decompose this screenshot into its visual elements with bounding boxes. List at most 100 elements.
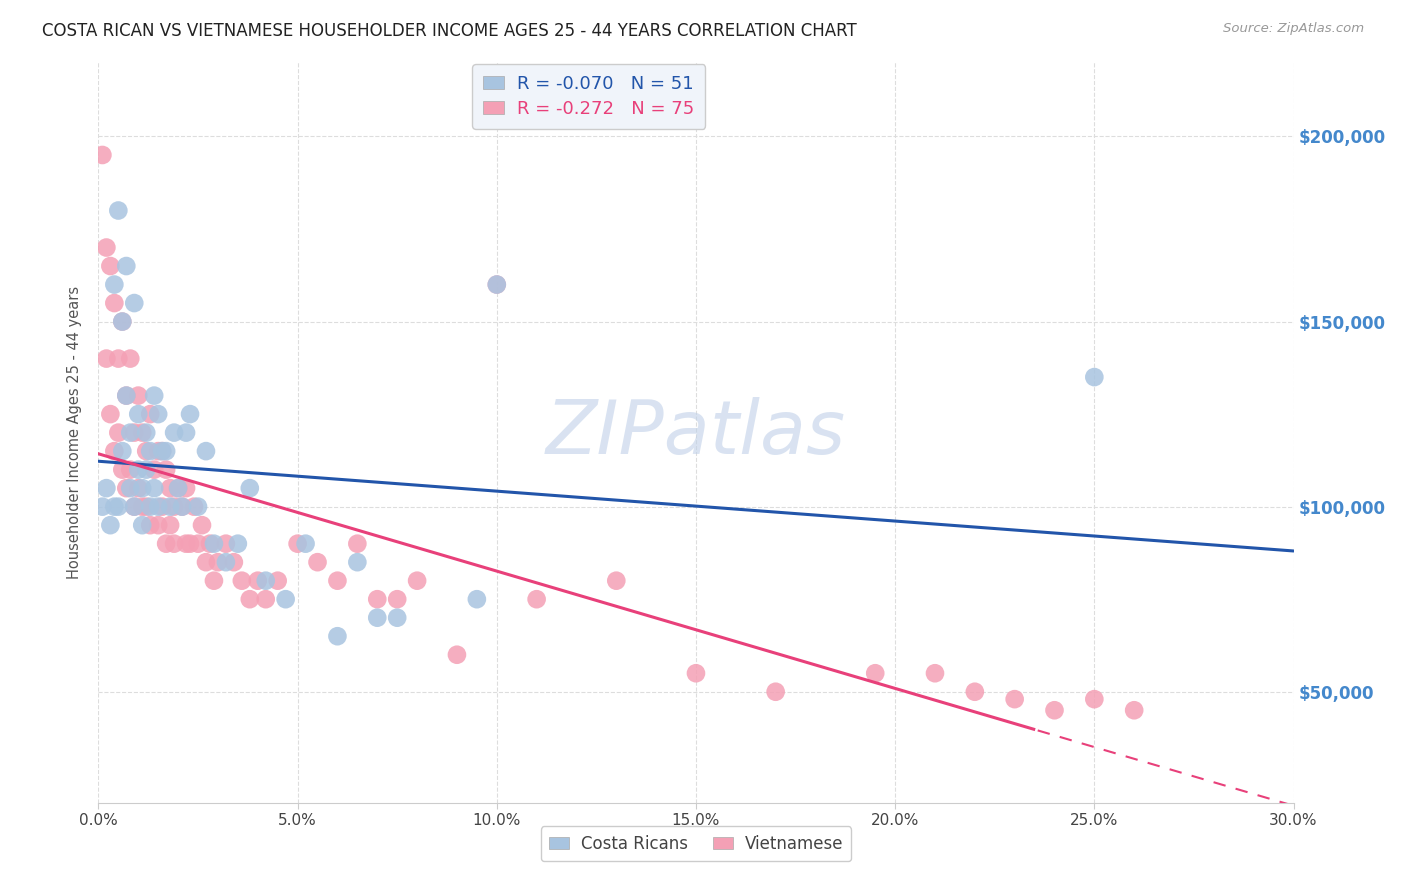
Point xyxy=(111,314,134,328)
Point xyxy=(174,425,197,440)
Point xyxy=(127,389,149,403)
Point xyxy=(254,592,277,607)
Legend: Costa Ricans, Vietnamese: Costa Ricans, Vietnamese xyxy=(541,826,851,861)
Point xyxy=(139,407,162,421)
Point xyxy=(139,500,162,514)
Point xyxy=(124,500,146,514)
Point xyxy=(326,574,349,588)
Point xyxy=(274,592,297,607)
Point xyxy=(143,462,166,476)
Point xyxy=(159,518,181,533)
Text: ZIPatlas: ZIPatlas xyxy=(546,397,846,468)
Point xyxy=(135,444,157,458)
Point xyxy=(246,574,269,588)
Point xyxy=(385,611,409,625)
Point xyxy=(198,536,221,550)
Point xyxy=(103,296,125,310)
Point xyxy=(406,574,429,588)
Point xyxy=(143,481,166,495)
Point xyxy=(150,500,173,514)
Point xyxy=(111,444,134,458)
Point xyxy=(963,685,986,699)
Point xyxy=(107,500,129,514)
Point xyxy=(111,314,134,328)
Point xyxy=(1123,703,1146,717)
Point xyxy=(239,592,262,607)
Point xyxy=(120,351,142,366)
Point xyxy=(215,536,238,550)
Point xyxy=(107,203,129,218)
Point xyxy=(124,425,146,440)
Point xyxy=(150,444,173,458)
Text: COSTA RICAN VS VIETNAMESE HOUSEHOLDER INCOME AGES 25 - 44 YEARS CORRELATION CHAR: COSTA RICAN VS VIETNAMESE HOUSEHOLDER IN… xyxy=(42,22,856,40)
Point xyxy=(103,444,125,458)
Point xyxy=(115,259,138,273)
Point xyxy=(924,666,946,681)
Point xyxy=(172,500,194,514)
Point xyxy=(96,351,118,366)
Point xyxy=(191,518,214,533)
Point xyxy=(254,574,277,588)
Point xyxy=(865,666,887,681)
Point xyxy=(103,277,125,292)
Point xyxy=(231,574,253,588)
Point xyxy=(167,481,190,495)
Point xyxy=(127,481,149,495)
Point xyxy=(765,685,787,699)
Point xyxy=(167,481,190,495)
Point xyxy=(226,536,249,550)
Point xyxy=(187,536,209,550)
Point xyxy=(366,592,388,607)
Point xyxy=(135,500,157,514)
Point xyxy=(163,500,186,514)
Point xyxy=(127,407,149,421)
Point xyxy=(124,500,146,514)
Point xyxy=(155,536,177,550)
Point xyxy=(446,648,468,662)
Point xyxy=(131,481,153,495)
Point xyxy=(91,148,114,162)
Point xyxy=(159,481,181,495)
Point xyxy=(202,574,225,588)
Point xyxy=(605,574,627,588)
Point xyxy=(135,462,157,476)
Point xyxy=(96,240,118,254)
Point xyxy=(98,259,122,273)
Point xyxy=(98,518,122,533)
Point xyxy=(385,592,409,607)
Point xyxy=(103,500,125,514)
Point xyxy=(115,481,138,495)
Point xyxy=(366,611,388,625)
Point xyxy=(287,536,309,550)
Point xyxy=(96,481,118,495)
Point xyxy=(107,425,129,440)
Point xyxy=(111,462,134,476)
Point xyxy=(202,536,225,550)
Point xyxy=(163,536,186,550)
Point xyxy=(120,462,142,476)
Point xyxy=(155,462,177,476)
Point xyxy=(150,444,173,458)
Point xyxy=(131,518,153,533)
Point xyxy=(155,444,177,458)
Point xyxy=(187,500,209,514)
Point xyxy=(1083,692,1105,706)
Point xyxy=(485,277,508,292)
Point xyxy=(143,389,166,403)
Point xyxy=(526,592,548,607)
Point xyxy=(148,518,170,533)
Point xyxy=(207,555,229,569)
Point xyxy=(148,444,170,458)
Point xyxy=(222,555,245,569)
Point xyxy=(465,592,488,607)
Point xyxy=(131,500,153,514)
Point xyxy=(107,351,129,366)
Point xyxy=(326,629,349,643)
Point xyxy=(91,500,114,514)
Point xyxy=(115,389,138,403)
Point xyxy=(346,555,368,569)
Point xyxy=(346,536,368,550)
Point xyxy=(139,518,162,533)
Point xyxy=(215,555,238,569)
Point xyxy=(131,425,153,440)
